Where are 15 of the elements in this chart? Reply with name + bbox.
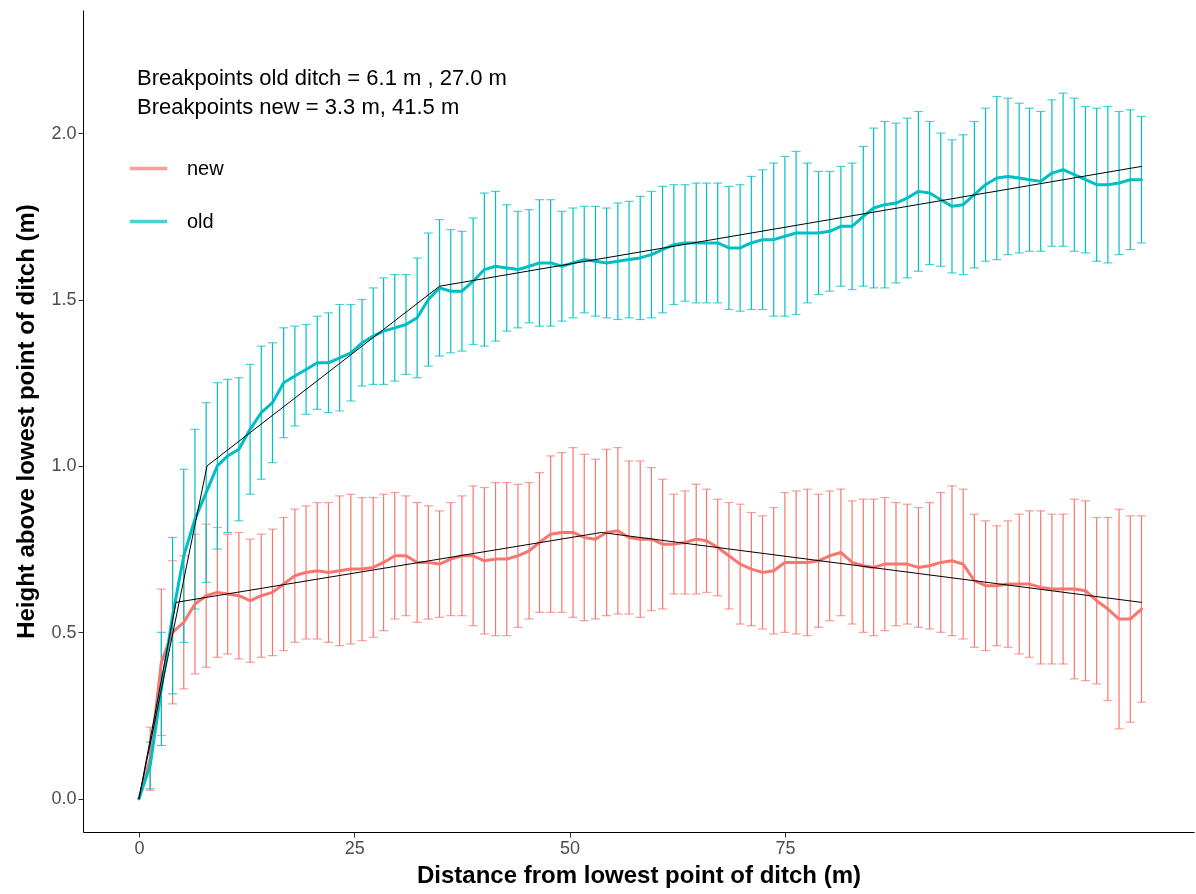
y-tick-label: 1.0	[51, 455, 77, 476]
annotation: Breakpoints new = 3.3 m, 41.5 m	[137, 94, 460, 119]
x-tick-label: 50	[560, 837, 581, 858]
x-tick-label: 75	[775, 837, 796, 858]
y-tick-label: 1.5	[51, 289, 77, 310]
legend-label: new	[187, 156, 225, 179]
annotation: Breakpoints old ditch = 6.1 m , 27.0 m	[137, 65, 507, 90]
x-tick-label: 0	[134, 837, 145, 858]
y-tick-label: 0.0	[51, 788, 77, 809]
x-tick-label: 25	[344, 837, 365, 858]
y-tick-label: 2.0	[51, 122, 77, 143]
y-tick-label: 0.5	[51, 621, 77, 642]
x-axis-title: Distance from lowest point of ditch (m)	[416, 860, 862, 888]
legend-label: old	[187, 209, 214, 232]
y-axis-title: Height above lowest point of ditch (m)	[12, 204, 40, 639]
